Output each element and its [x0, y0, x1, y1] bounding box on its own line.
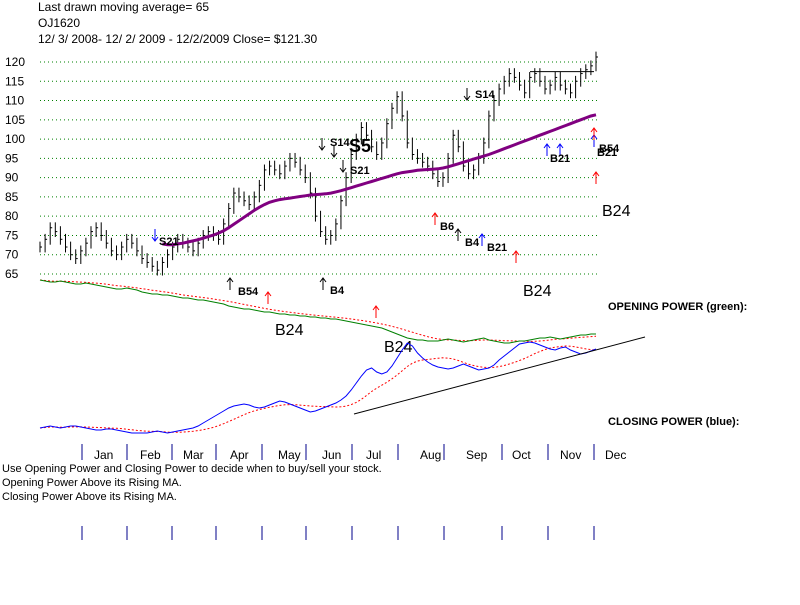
arrow-head	[478, 233, 486, 239]
up-arrow-icon	[543, 143, 551, 156]
x-tick-label: Jun	[322, 448, 341, 462]
y-tick-label: 85	[5, 190, 19, 204]
arrow-head	[330, 152, 338, 158]
signal-label: B21	[597, 147, 617, 159]
y-tick-label: 105	[5, 113, 25, 127]
opening-power-ma	[39, 279, 597, 342]
arrow-head	[151, 236, 159, 242]
arrow-head	[431, 212, 439, 218]
arrow-head	[372, 305, 380, 311]
up-arrow-icon	[512, 250, 520, 263]
signal-label: B4	[465, 237, 480, 249]
arrow-head	[318, 145, 326, 151]
x-tick-label: Mar	[183, 448, 204, 462]
signal-label: B24	[523, 283, 552, 300]
signal-label: B21	[550, 153, 570, 165]
y-tick-label: 70	[5, 248, 19, 262]
arrow-head	[339, 167, 347, 173]
y-tick-label: 80	[5, 209, 19, 223]
arrow-head	[543, 143, 551, 149]
up-arrow-icon	[431, 212, 439, 225]
header-date-range: 12/ 3/ 2008- 12/ 2/ 2009 - 12/2/2009 Clo…	[38, 32, 318, 46]
y-tick-label: 95	[5, 151, 19, 165]
note-line-2: Opening Power Above its Rising MA.	[2, 477, 182, 489]
arrow-head	[590, 127, 598, 133]
moving-average	[162, 113, 597, 247]
x-tick-label: Nov	[560, 448, 581, 462]
signal-label: B24	[384, 339, 413, 356]
note-line-1: Use Opening Power and Closing Power to d…	[2, 463, 382, 475]
signal-label: S14	[330, 137, 350, 149]
signal-label: B24	[602, 203, 631, 220]
closing-power-ma	[39, 345, 597, 433]
arrow-head	[264, 291, 272, 297]
signal-label: S21	[159, 236, 179, 248]
x-tick-label: Jul	[366, 448, 381, 462]
header-symbol: OJ1620	[38, 16, 80, 30]
closing-power-label: CLOSING POWER (blue):	[608, 416, 739, 428]
power-panel	[39, 279, 646, 434]
signal-label: B24	[275, 322, 304, 339]
signal-label: S14	[475, 89, 495, 101]
up-arrow-icon	[556, 143, 564, 156]
signal-label: S21	[350, 165, 370, 177]
down-arrow-icon	[151, 229, 159, 242]
signal-label: S5	[349, 136, 371, 156]
x-tick-label: Jan	[94, 448, 113, 462]
up-arrow-icon	[592, 171, 600, 184]
header-ma-text: Last drawn moving average= 65	[38, 0, 209, 14]
x-tick-label: Sep	[466, 448, 488, 462]
y-tick-label: 65	[5, 267, 19, 281]
x-tick-label: Aug	[420, 448, 441, 462]
x-tick-label: Dec	[605, 448, 626, 462]
x-tick-label: May	[278, 448, 301, 462]
up-arrow-icon	[478, 233, 486, 246]
price-bars	[39, 51, 598, 276]
up-arrow-icon	[454, 228, 462, 241]
signal-label: B54	[238, 286, 259, 298]
up-arrow-icon	[264, 291, 272, 304]
price-gridlines	[40, 61, 598, 275]
y-tick-label: 100	[5, 132, 25, 146]
up-arrow-icon	[226, 277, 234, 290]
y-tick-label: 110	[5, 94, 24, 108]
y-tick-label: 75	[5, 228, 19, 242]
up-arrow-icon	[319, 277, 327, 290]
moving-average-line	[162, 113, 597, 247]
y-tick-label: 90	[5, 171, 19, 185]
y-tick-label: 120	[5, 55, 25, 69]
down-arrow-icon	[463, 88, 471, 101]
arrow-head	[556, 143, 564, 149]
arrow-head	[592, 171, 600, 177]
y-tick-label: 115	[5, 74, 24, 88]
x-tick-label: Feb	[140, 448, 161, 462]
signal-label: B6	[440, 221, 454, 233]
signal-label: B54	[599, 143, 620, 155]
closing-power-trendline	[353, 336, 646, 415]
opening-power-label: OPENING POWER (green):	[608, 301, 747, 313]
price-axis: 65 70 75 80 85 90 95 100 105 110 115 120	[5, 55, 25, 281]
down-arrow-icon	[318, 138, 326, 151]
up-arrow-icon	[372, 305, 380, 318]
arrow-head	[463, 95, 471, 101]
arrow-head	[512, 250, 520, 256]
arrow-head	[454, 228, 462, 234]
signal-label: B4	[330, 285, 345, 297]
closing-power-line	[39, 341, 597, 434]
x-tick-label: Oct	[512, 448, 531, 462]
arrow-head	[226, 277, 234, 283]
note-line-3: Closing Power Above its Rising MA.	[2, 491, 177, 503]
x-tick-label: Apr	[230, 448, 249, 462]
up-arrow-icon	[590, 127, 598, 140]
down-arrow-icon	[330, 145, 338, 158]
opening-power-line	[39, 279, 596, 344]
down-arrow-icon	[339, 160, 347, 173]
signal-label: B21	[487, 242, 507, 254]
month-axis: Jan Feb Mar Apr May Jun Jul Aug Sep Oct Nov Dec	[81, 444, 626, 540]
arrow-head	[319, 277, 327, 283]
